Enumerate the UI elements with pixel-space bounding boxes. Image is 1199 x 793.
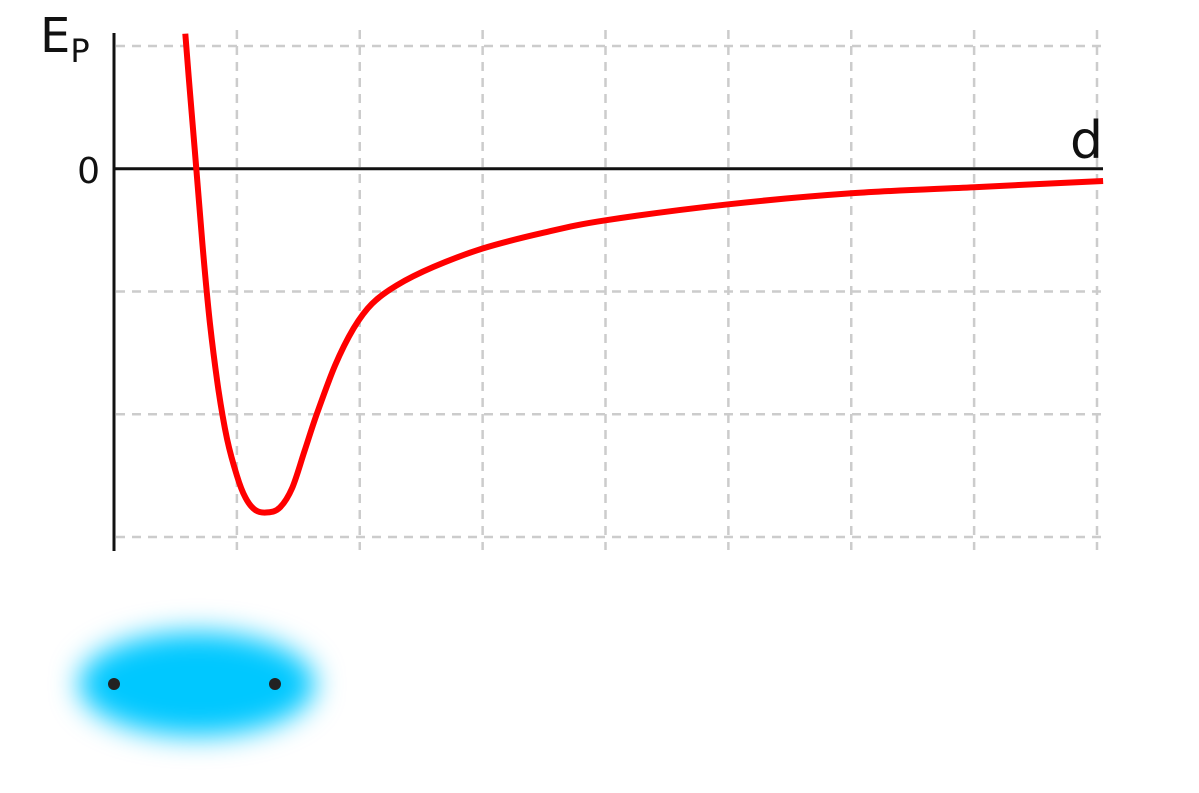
molecule-illustration <box>79 632 315 736</box>
y-axis-label-main: E <box>40 8 70 64</box>
nucleus-left <box>108 678 120 690</box>
electron-cloud <box>79 632 315 736</box>
x-axis-label: d <box>1070 111 1103 171</box>
y-axis-label: EP <box>40 8 90 70</box>
y-axis-label-subscript: P <box>70 32 89 70</box>
grid-lines <box>116 30 1103 550</box>
series-layer <box>182 33 1104 516</box>
series-line-0 <box>182 33 1104 516</box>
nucleus-right <box>269 678 281 690</box>
y-tick-label-zero: 0 <box>77 151 100 192</box>
axes <box>112 33 1103 551</box>
